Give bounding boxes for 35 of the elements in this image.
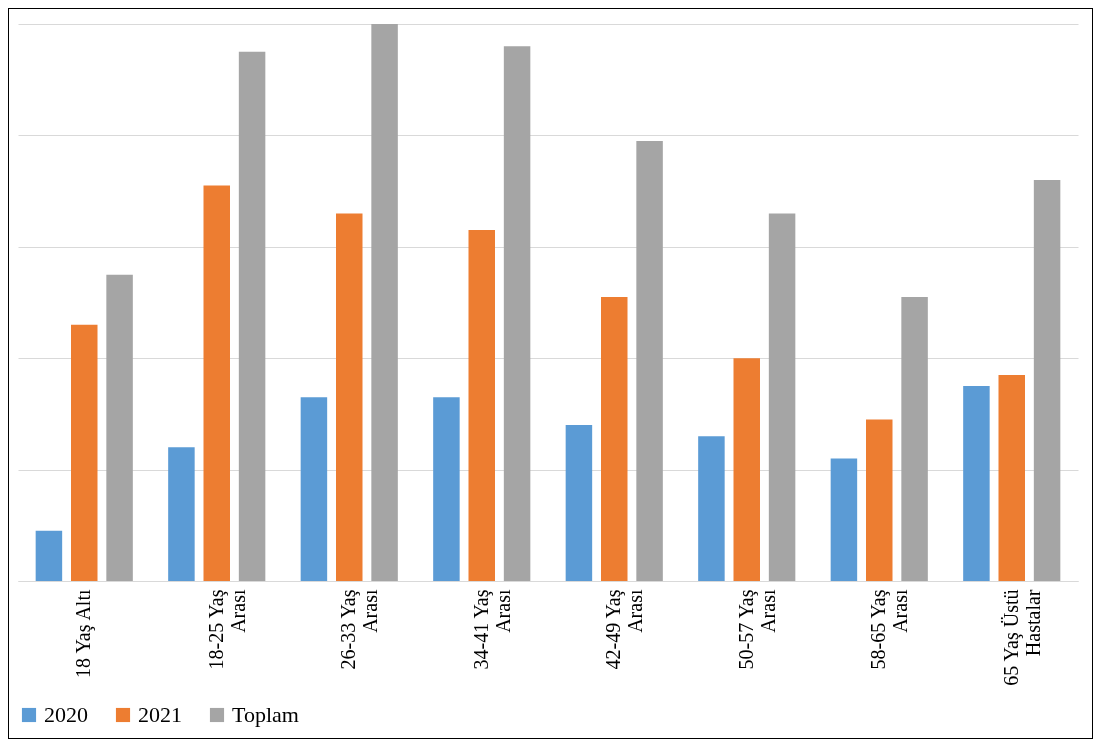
bar bbox=[698, 436, 725, 581]
bar bbox=[300, 397, 328, 581]
bar bbox=[106, 274, 133, 581]
x-tick-label: 65 Yaş Üstü Hastalar bbox=[999, 589, 1044, 686]
bar bbox=[336, 213, 363, 581]
x-tick-label: 34-41 Yaş Arası bbox=[469, 589, 514, 670]
bar bbox=[371, 24, 398, 581]
x-tick-label: 42-49 Yaş Arası bbox=[602, 589, 647, 670]
x-tick-label: 18 Yaş Altı bbox=[72, 589, 96, 678]
bar bbox=[238, 51, 266, 581]
bar bbox=[168, 447, 195, 581]
x-tick-label: 50-57 Yaş Arası bbox=[734, 589, 779, 670]
bar bbox=[468, 230, 495, 581]
bar bbox=[963, 386, 990, 581]
bar bbox=[830, 458, 858, 581]
bar bbox=[433, 397, 460, 581]
bar bbox=[71, 324, 98, 581]
bar bbox=[503, 46, 531, 581]
bar bbox=[768, 213, 796, 581]
bar bbox=[35, 530, 63, 581]
bar bbox=[998, 374, 1025, 581]
bar bbox=[636, 140, 663, 581]
bar bbox=[733, 358, 760, 581]
bar bbox=[866, 419, 893, 581]
legend-label: 2021 bbox=[138, 702, 182, 727]
bar bbox=[565, 425, 593, 581]
bar bbox=[601, 296, 628, 581]
x-tick-label: 18-25 Yaş Arası bbox=[204, 589, 249, 670]
bar bbox=[901, 296, 928, 581]
legend-label: 2020 bbox=[44, 702, 88, 727]
bar bbox=[1033, 179, 1061, 581]
legend-label: Toplam bbox=[232, 702, 299, 727]
bar bbox=[203, 185, 230, 581]
x-tick-label: 26-33 Yaş Arası bbox=[337, 589, 382, 670]
x-tick-label: 58-65 Yaş Arası bbox=[867, 589, 912, 670]
